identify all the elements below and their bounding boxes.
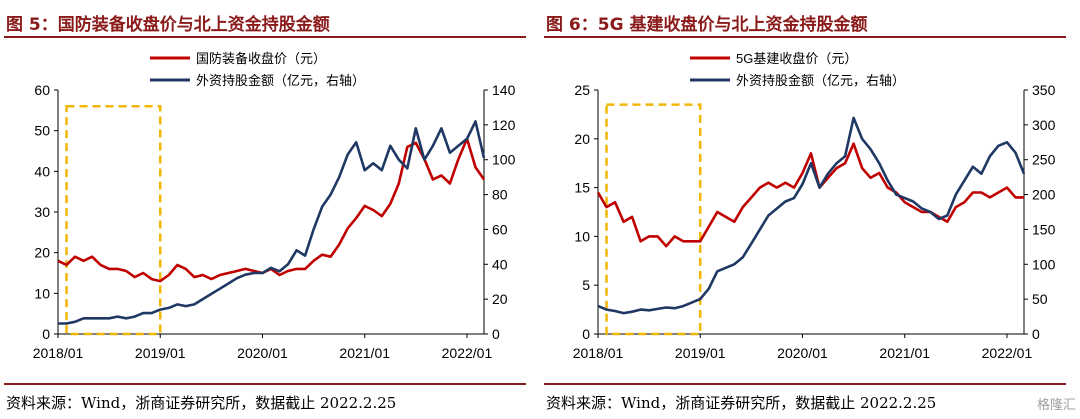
right-tick-label: 100 xyxy=(492,152,516,168)
right-tick-label: 200 xyxy=(1032,187,1056,203)
left-tick-label: 30 xyxy=(34,204,50,220)
figure-title: 图 5：国防装备收盘价与北上资金持股金额 xyxy=(6,15,330,35)
left-tick-label: 50 xyxy=(34,123,50,139)
right-tick-label: 20 xyxy=(492,291,508,307)
figure-title: 图 6：5G 基建收盘价与北上资金持股金额 xyxy=(546,15,868,35)
left-tick-label: 20 xyxy=(34,245,50,261)
source-note: 资料来源：Wind，浙商证券研究所，数据截止 2022.2.25 xyxy=(6,394,397,412)
right-tick-label: 140 xyxy=(492,82,516,98)
x-tick-label: 2022/01 xyxy=(982,345,1033,361)
series-line xyxy=(597,116,1026,315)
right-tick-label: 250 xyxy=(1032,152,1056,168)
left-tick-label: 0 xyxy=(582,326,590,342)
left-tick-label: 40 xyxy=(34,163,50,179)
source-rule xyxy=(544,383,1066,385)
figure-6-panel: 图 6：5G 基建收盘价与北上资金持股金额 0 5 10 15 20 25 0 50 100 15… xyxy=(540,0,1070,419)
right-tick-label: 50 xyxy=(1032,291,1048,307)
left-tick-label: 0 xyxy=(42,326,50,342)
right-tick-label: 0 xyxy=(492,326,500,342)
x-tick-label: 2019/01 xyxy=(675,345,726,361)
left-tick-label: 10 xyxy=(34,285,50,301)
watermark-logo: 格隆汇 xyxy=(1036,398,1076,413)
right-tick-label: 150 xyxy=(1032,221,1056,237)
left-tick-label: 15 xyxy=(574,180,590,196)
series-line xyxy=(596,142,1024,248)
series-line xyxy=(58,120,486,325)
right-tick-label: 40 xyxy=(492,256,508,272)
legend-label: 外资持股金额（亿元，右轴） xyxy=(736,73,905,88)
figure-5-panel: 图 5：国防装备收盘价与北上资金持股金额 0 10 20 30 40 50 60 0 20 40 6… xyxy=(0,0,530,419)
title-rule xyxy=(4,36,526,38)
left-tick-label: 10 xyxy=(574,228,590,244)
source-note: 资料来源：Wind，浙商证券研究所，数据截止 2022.2.25 xyxy=(546,394,937,412)
right-tick-label: 300 xyxy=(1032,117,1056,133)
right-tick-label: 0 xyxy=(1032,326,1040,342)
x-tick-label: 2021/01 xyxy=(339,345,390,361)
left-tick-label: 60 xyxy=(34,82,50,98)
x-tick-label: 2018/01 xyxy=(33,345,84,361)
right-tick-label: 80 xyxy=(492,187,508,203)
legend-label: 国防装备收盘价（元） xyxy=(196,51,326,66)
series-line xyxy=(57,137,486,283)
x-tick-label: 2020/01 xyxy=(237,345,288,361)
x-tick-label: 2018/01 xyxy=(573,345,624,361)
right-tick-label: 350 xyxy=(1032,82,1056,98)
dual-axis-line-chart: 0 10 20 30 40 50 60 0 20 40 60 80 100 120 140 2018/01 20… xyxy=(33,51,516,361)
right-tick-label: 100 xyxy=(1032,256,1056,272)
source-rule xyxy=(4,383,526,385)
legend-label: 外资持股金额（亿元，右轴） xyxy=(196,73,365,88)
left-tick-label: 5 xyxy=(582,277,590,293)
x-tick-label: 2020/01 xyxy=(777,345,828,361)
x-tick-label: 2022/01 xyxy=(442,345,493,361)
title-rule xyxy=(544,36,1066,38)
left-tick-label: 20 xyxy=(574,131,590,147)
right-tick-label: 120 xyxy=(492,117,516,133)
x-tick-label: 2021/01 xyxy=(879,345,930,361)
right-tick-label: 60 xyxy=(492,221,508,237)
x-tick-label: 2019/01 xyxy=(135,345,186,361)
highlight-box xyxy=(605,103,702,336)
legend-label: 5G基建收盘价（元） xyxy=(736,51,857,66)
highlight-box xyxy=(65,105,162,336)
left-tick-label: 25 xyxy=(574,82,590,98)
